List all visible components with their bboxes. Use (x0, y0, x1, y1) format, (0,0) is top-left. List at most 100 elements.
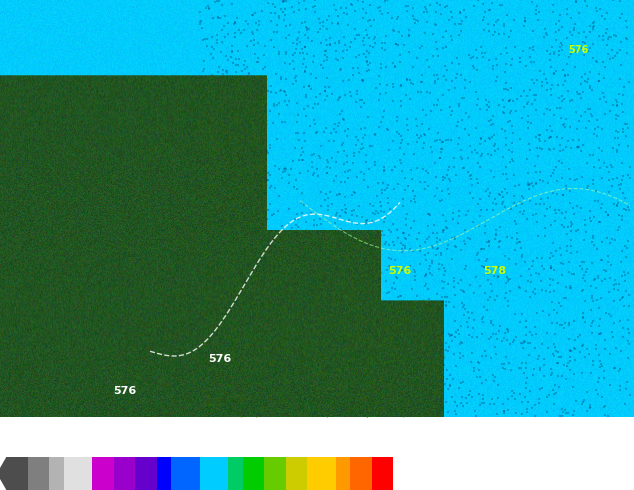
Point (446, 107, 456, 115)
Point (326, 228, 336, 236)
Point (518, 48, 528, 55)
Point (424, 233, 434, 241)
Point (373, 97, 384, 104)
Point (617, 176, 627, 184)
Point (497, 1, 507, 9)
Point (417, 120, 427, 128)
Point (463, 234, 473, 242)
Point (363, 113, 373, 121)
Point (488, 112, 498, 120)
Point (387, 350, 398, 358)
Point (617, 216, 627, 223)
Point (253, 132, 263, 140)
Point (556, 302, 566, 310)
Point (323, 202, 333, 210)
Point (578, 274, 588, 282)
Point (313, 292, 323, 299)
Point (590, 275, 600, 283)
Point (478, 16, 488, 24)
Point (449, 350, 459, 358)
Point (292, 185, 302, 193)
Point (268, 362, 278, 369)
Point (401, 122, 411, 129)
Point (534, 137, 545, 145)
Point (400, 368, 410, 376)
Point (608, 101, 618, 109)
Point (623, 123, 633, 131)
Point (452, 402, 462, 410)
Point (231, 118, 241, 125)
Point (347, 278, 357, 286)
Point (253, 106, 263, 114)
Point (548, 288, 559, 295)
Point (200, 247, 210, 255)
Point (493, 394, 503, 402)
Point (621, 252, 631, 260)
Point (531, 330, 541, 338)
Point (498, 198, 508, 206)
Point (203, 295, 213, 303)
Point (439, 3, 450, 11)
Point (348, 338, 358, 345)
Point (564, 319, 574, 327)
Point (528, 211, 538, 219)
Point (344, 294, 354, 302)
Point (332, 366, 342, 373)
Point (546, 172, 556, 180)
Point (459, 6, 469, 14)
Point (255, 381, 265, 389)
Point (541, 29, 551, 37)
Point (613, 112, 623, 120)
Point (436, 148, 446, 156)
Point (409, 331, 419, 339)
Point (303, 34, 313, 42)
Point (542, 79, 552, 87)
Point (511, 260, 521, 268)
Point (198, 98, 208, 106)
Point (455, 8, 465, 16)
Point (585, 23, 595, 30)
Point (460, 265, 470, 272)
Point (377, 393, 387, 401)
Point (487, 0, 497, 7)
Point (448, 13, 458, 21)
Point (311, 221, 321, 229)
Point (344, 22, 354, 29)
Point (481, 100, 491, 108)
Point (344, 260, 354, 268)
Point (281, 92, 291, 99)
Point (451, 171, 461, 179)
Point (384, 254, 394, 262)
Point (309, 320, 320, 328)
Point (418, 165, 428, 172)
Point (324, 12, 334, 20)
Point (229, 20, 239, 28)
Point (371, 207, 381, 215)
Point (421, 168, 431, 175)
Point (515, 135, 525, 143)
Point (420, 185, 430, 193)
Point (578, 398, 588, 406)
Point (280, 242, 290, 249)
Point (199, 136, 209, 144)
Point (551, 20, 561, 27)
Point (594, 77, 604, 85)
Point (476, 245, 486, 252)
Point (201, 163, 211, 171)
Point (595, 357, 605, 365)
Point (555, 412, 565, 420)
Point (614, 90, 624, 98)
Point (555, 141, 565, 149)
Point (431, 8, 441, 16)
Point (379, 107, 389, 115)
Point (376, 202, 386, 210)
Point (207, 72, 217, 79)
Point (376, 231, 386, 239)
Point (409, 303, 419, 311)
Point (327, 354, 337, 362)
Point (276, 287, 286, 294)
Point (370, 210, 380, 218)
Point (496, 361, 507, 368)
Point (398, 367, 408, 375)
Point (562, 247, 572, 255)
